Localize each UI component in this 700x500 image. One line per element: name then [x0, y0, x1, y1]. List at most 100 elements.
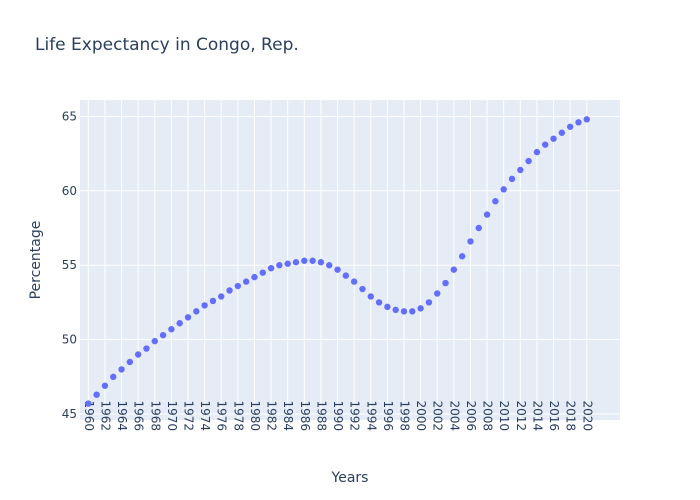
data-point — [276, 262, 283, 269]
data-point — [159, 331, 167, 339]
x-tick-label: 1980 — [248, 400, 262, 431]
data-point — [542, 141, 549, 148]
data-point — [134, 351, 142, 358]
data-point — [85, 400, 92, 407]
x-tick-label: 2008 — [481, 400, 495, 431]
x-tick-label: 2014 — [530, 400, 544, 431]
data-points — [85, 116, 590, 407]
data-point — [110, 373, 117, 381]
data-point — [442, 279, 449, 287]
data-point — [226, 287, 233, 294]
x-tick-label: 2000 — [414, 400, 428, 431]
x-tick-label: 1970 — [165, 400, 179, 431]
data-point — [234, 282, 242, 290]
y-tick-label: 55 — [62, 258, 77, 272]
data-point — [267, 264, 275, 272]
data-point — [151, 337, 158, 345]
x-tick-label: 1976 — [215, 400, 229, 431]
data-point — [492, 198, 499, 205]
data-point — [392, 306, 399, 314]
x-tick-label: 1996 — [381, 400, 395, 431]
x-tick-label: 2018 — [564, 400, 578, 431]
x-tick-label: 1988 — [314, 400, 328, 431]
data-point — [384, 303, 391, 311]
data-point — [209, 297, 217, 305]
data-point — [251, 273, 258, 281]
data-point — [425, 299, 433, 306]
data-point — [284, 260, 291, 267]
data-point — [292, 259, 300, 266]
data-point — [525, 157, 532, 165]
x-tick-label: 1982 — [265, 400, 279, 431]
y-axis-title: Percentage — [28, 221, 44, 300]
data-point — [517, 166, 524, 174]
data-point — [533, 148, 541, 156]
data-point — [500, 186, 507, 193]
x-tick-label: 1986 — [298, 400, 312, 431]
y-tick-label: 65 — [62, 109, 77, 123]
x-tick-label: 2020 — [580, 400, 594, 431]
data-point — [508, 175, 516, 183]
x-tick-label: 1984 — [281, 400, 295, 431]
data-point — [201, 302, 208, 309]
data-point — [309, 257, 316, 264]
x-tick-label: 1974 — [198, 400, 212, 431]
data-point — [375, 299, 383, 306]
y-tick-label: 45 — [62, 407, 77, 421]
data-point — [575, 119, 582, 126]
data-point — [409, 308, 416, 315]
plot-area — [80, 100, 620, 420]
x-tick-label: 1962 — [98, 400, 112, 431]
data-point — [458, 253, 466, 260]
x-tick-label: 1968 — [148, 400, 162, 431]
data-point — [218, 293, 225, 300]
data-point — [176, 320, 183, 327]
data-point — [143, 345, 150, 352]
x-tick-label: 1966 — [132, 400, 146, 431]
data-point — [326, 262, 333, 269]
data-point — [367, 293, 374, 300]
data-point — [259, 269, 266, 276]
data-point — [334, 266, 341, 273]
data-point — [193, 308, 200, 315]
x-tick-label: 2006 — [464, 400, 478, 431]
x-tick-label: 2002 — [431, 400, 445, 431]
data-point — [483, 211, 491, 218]
x-tick-label: 2016 — [547, 400, 561, 431]
data-point — [400, 308, 408, 315]
data-point — [101, 382, 109, 389]
data-point — [126, 358, 134, 366]
y-tick-label: 60 — [62, 184, 77, 198]
data-point — [475, 224, 482, 232]
chart-title: Life Expectancy in Congo, Rep. — [35, 35, 299, 55]
x-tick-label: 2012 — [514, 400, 528, 431]
x-tick-label: 1972 — [182, 400, 196, 431]
data-point — [550, 135, 557, 142]
x-tick-label: 2010 — [497, 400, 511, 431]
x-axis-ticks: 1960 1962 1964 1966 1968 1970 1972 1974 1976 1978… — [82, 400, 594, 431]
data-point — [558, 129, 566, 136]
x-tick-label: 1964 — [115, 400, 129, 431]
data-point — [242, 278, 250, 285]
x-tick-label: 1960 — [82, 400, 96, 431]
data-point — [417, 305, 424, 312]
data-point — [583, 116, 590, 123]
x-tick-label: 1990 — [331, 400, 345, 431]
data-point — [566, 123, 574, 130]
data-point — [450, 266, 458, 273]
data-point — [168, 326, 175, 333]
data-point — [301, 257, 308, 264]
data-point — [359, 285, 366, 293]
data-point — [317, 259, 325, 266]
data-point — [342, 272, 350, 279]
x-axis-title: Years — [331, 470, 369, 486]
x-tick-label: 1998 — [398, 400, 412, 431]
x-tick-label: 2004 — [447, 400, 461, 431]
y-axis-ticks: 45 50 55 60 65 — [62, 109, 77, 421]
y-tick-label: 50 — [62, 333, 77, 347]
data-point — [434, 290, 441, 297]
x-tick-label: 1994 — [364, 400, 378, 431]
data-point — [118, 366, 125, 373]
data-point — [350, 278, 358, 285]
